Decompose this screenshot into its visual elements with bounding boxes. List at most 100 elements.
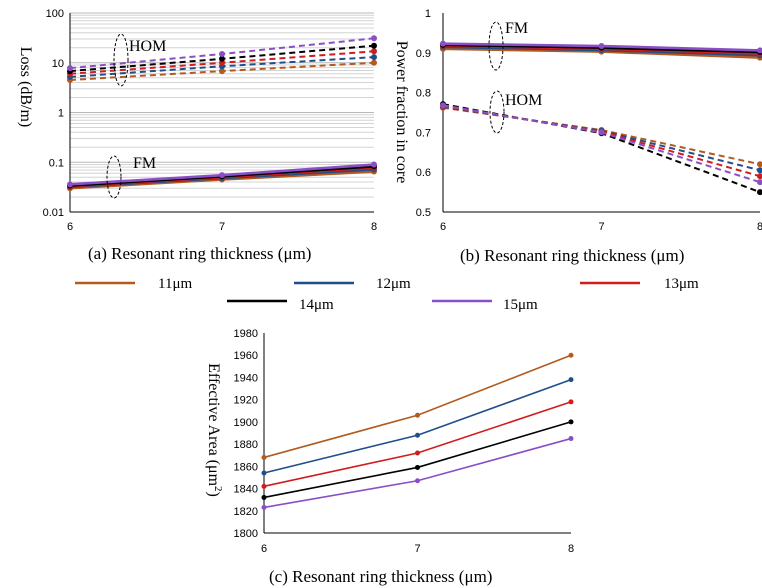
- data-point: [757, 47, 762, 54]
- x-tick-label: 6: [261, 543, 267, 555]
- y-tick-label: 0.8: [416, 88, 431, 100]
- panel-a-y-ticks: 100 10 1 0.1 0.01: [43, 8, 64, 219]
- legend-label: 12μm: [376, 276, 411, 292]
- data-point: [415, 464, 420, 470]
- y-tick-label: 1: [58, 108, 64, 120]
- legend-label: 14μm: [299, 297, 334, 313]
- data-point: [757, 167, 762, 174]
- data-point: [568, 352, 574, 358]
- y-tick-label: 1900: [234, 417, 258, 429]
- data-point: [261, 504, 267, 510]
- data-point: [219, 172, 225, 179]
- y-tick-label: 0.7: [416, 127, 431, 139]
- data-point: [568, 419, 574, 425]
- panel-a-fm-ellipse: [106, 155, 122, 199]
- data-point: [261, 494, 267, 500]
- y-tick-label: 1820: [234, 506, 258, 518]
- panel-c-y-ticks: 1980 1960 1940 1920 1900 1880 1860 1840 1820 1800: [234, 328, 258, 540]
- panel-c-effective-area-chart: 1980 1960 1940 1920 1900 1880 1860 1840 1820 1800…: [205, 328, 574, 586]
- x-tick-label: 8: [757, 221, 762, 233]
- data-point: [415, 412, 420, 418]
- panel-b-hom-annotation: HOM: [505, 92, 542, 109]
- panel-a-x-ticks: 6 7 8: [67, 221, 377, 233]
- data-point: [757, 161, 762, 168]
- panel-a-caption: (a) Resonant ring thickness (μm): [88, 244, 311, 263]
- y-tick-label: 0.1: [49, 157, 64, 169]
- data-point: [415, 478, 420, 484]
- data-point: [371, 59, 377, 66]
- panel-b-fm-ellipse: [488, 21, 504, 71]
- data-point: [219, 68, 225, 75]
- x-tick-label: 7: [414, 543, 420, 555]
- y-tick-label: 0.5: [416, 207, 431, 219]
- data-point: [440, 40, 446, 47]
- data-point: [67, 65, 73, 72]
- panel-b-caption: (b) Resonant ring thickness (μm): [460, 246, 684, 265]
- data-point: [757, 179, 762, 186]
- x-tick-label: 6: [440, 221, 446, 233]
- panel-c-caption: (c) Resonant ring thickness (μm): [269, 567, 492, 586]
- y-tick-label: 1: [425, 8, 431, 20]
- data-point: [261, 470, 267, 476]
- y-tick-label: 0.01: [43, 207, 64, 219]
- data-point: [371, 54, 377, 61]
- panel-b-y-ticks: 1 0.9 0.8 0.7 0.6 0.5: [416, 8, 431, 219]
- x-tick-label: 7: [219, 221, 225, 233]
- data-point: [371, 35, 377, 42]
- data-point: [371, 42, 377, 49]
- panel-c-series: [261, 352, 574, 510]
- y-tick-label: 1980: [234, 328, 258, 340]
- panel-a-fm-annotation: FM: [133, 155, 156, 172]
- panel-a-y-label: Loss (dB/m): [17, 47, 34, 127]
- data-point: [568, 436, 574, 442]
- panel-a-loss-chart: 100 10 1 0.1 0.01 6 7 8 Loss (dB/m) HOM FM (a)…: [17, 8, 377, 263]
- panel-b-fm-annotation: FM: [505, 20, 528, 37]
- data-point: [261, 483, 267, 489]
- data-point: [568, 399, 574, 405]
- series-line-11μm: [263, 354, 572, 459]
- y-tick-label: 1960: [234, 350, 258, 362]
- data-point: [568, 377, 574, 383]
- panel-c-y-label-text: Effective Area (μm: [205, 363, 222, 486]
- y-tick-label: 1920: [234, 395, 258, 407]
- data-point: [67, 181, 73, 188]
- y-tick-label: 1940: [234, 372, 258, 384]
- x-tick-label: 6: [67, 221, 73, 233]
- data-point: [371, 48, 377, 55]
- y-tick-label: 1880: [234, 439, 258, 451]
- x-tick-label: 8: [568, 543, 574, 555]
- data-point: [757, 173, 762, 180]
- y-tick-label: 100: [46, 8, 64, 20]
- panel-b-y-label: Power fraction in core: [393, 41, 410, 184]
- legend: 11μm 12μm 13μm 14μm 15μm: [75, 276, 699, 313]
- series-line-15μm: [263, 437, 572, 509]
- y-tick-label: 1800: [234, 528, 258, 540]
- panel-c-y-label-close: ): [205, 492, 222, 497]
- data-point: [757, 189, 762, 196]
- legend-label: 11μm: [158, 276, 192, 292]
- data-point: [415, 450, 420, 456]
- x-tick-label: 7: [598, 221, 604, 233]
- y-tick-label: 1860: [234, 461, 258, 473]
- data-point: [219, 55, 225, 62]
- panel-a-hom-ellipse: [113, 33, 129, 87]
- y-tick-label: 0.9: [416, 48, 431, 60]
- legend-label: 15μm: [503, 297, 538, 313]
- panel-c-y-label-superscript: 2: [212, 486, 224, 492]
- series-line-12μm: [263, 378, 572, 474]
- data-point: [415, 432, 420, 438]
- legend-label: 13μm: [664, 276, 699, 292]
- panel-c-x-ticks: 6 7 8: [261, 543, 574, 555]
- panel-b-x-ticks: 6 7 8: [440, 221, 762, 233]
- panel-b-hom-ellipse: [489, 90, 505, 134]
- data-point: [440, 102, 446, 109]
- data-point: [219, 50, 225, 57]
- data-point: [371, 161, 377, 168]
- y-tick-label: 1840: [234, 484, 258, 496]
- y-tick-label: 10: [52, 58, 64, 70]
- panel-b-power-fraction-chart: 1 0.9 0.8 0.7 0.6 0.5 6 7 8 Power fraction in c…: [393, 8, 762, 265]
- data-point: [261, 454, 267, 460]
- y-tick-label: 0.6: [416, 167, 431, 179]
- panel-a-hom-annotation: HOM: [129, 38, 166, 55]
